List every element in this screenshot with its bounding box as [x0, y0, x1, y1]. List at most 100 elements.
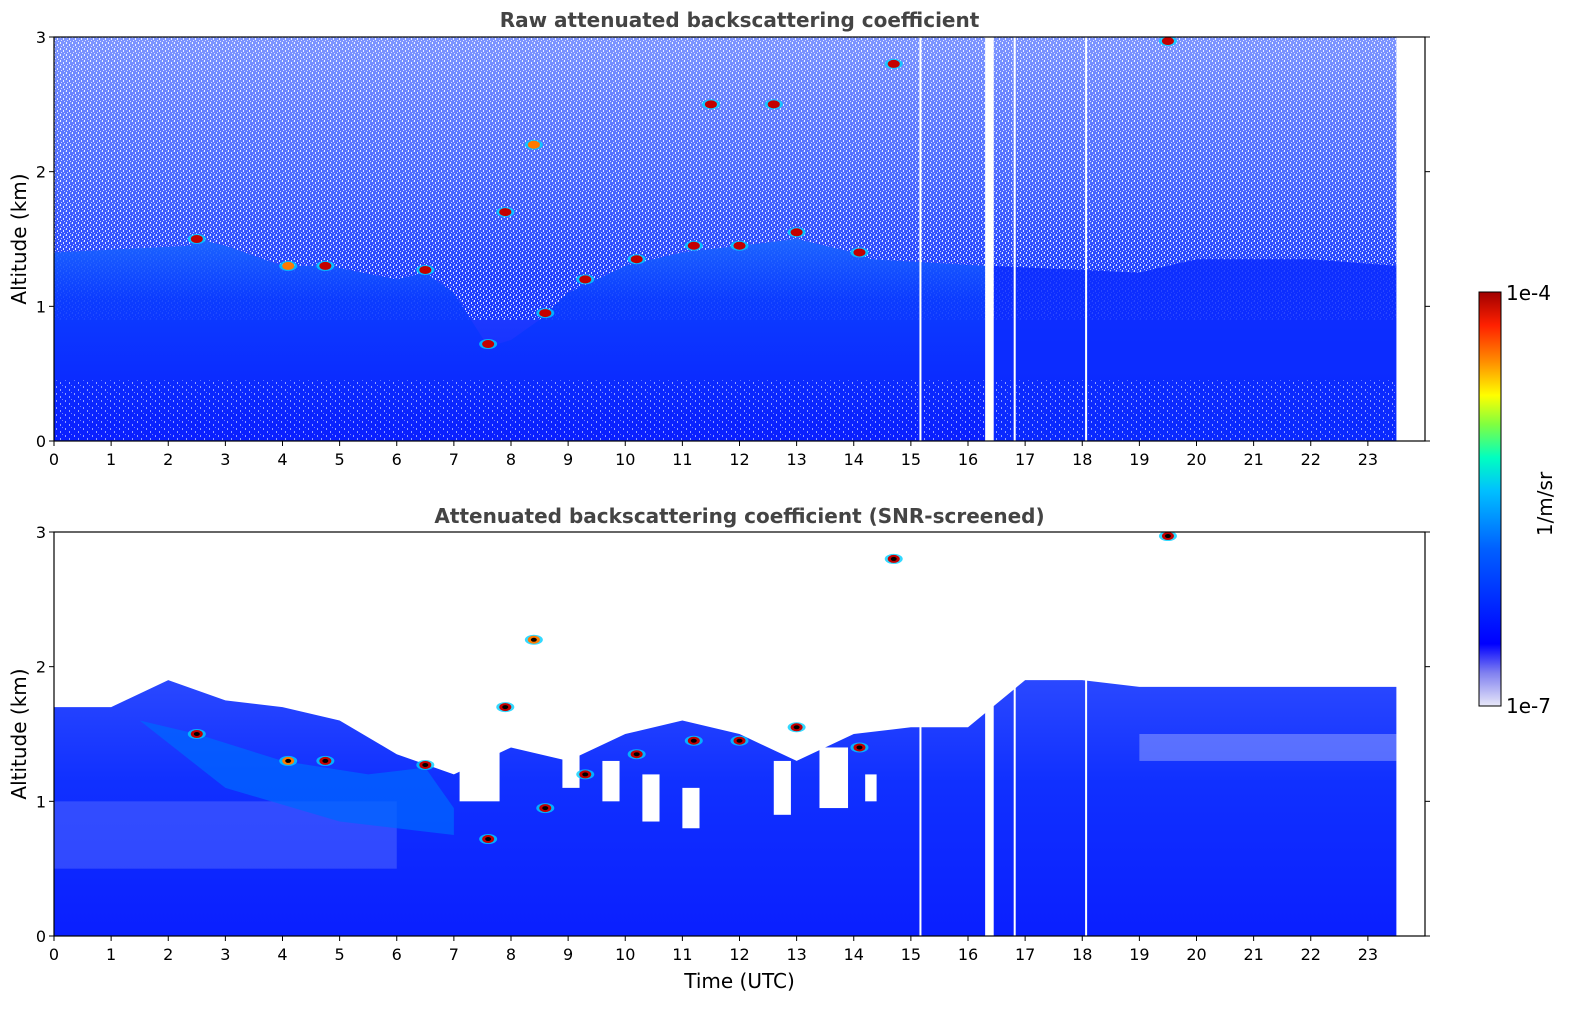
cloud-patch	[319, 261, 332, 270]
x-tick-label: 16	[958, 450, 978, 469]
screened-gap	[562, 747, 580, 788]
screened-gap	[459, 720, 500, 802]
x-tick-label: 9	[563, 945, 573, 964]
y-tick-label: 1	[36, 297, 46, 316]
data-gap	[1085, 532, 1088, 936]
x-tick-label: 4	[277, 450, 287, 469]
data-gap	[1013, 37, 1016, 441]
x-tick-label: 20	[1186, 945, 1206, 964]
cloud-patch	[704, 100, 717, 109]
x-tick-label: 2	[163, 450, 173, 469]
x-tick-label: 17	[1015, 450, 1035, 469]
screened-gap	[865, 774, 877, 802]
x-tick-label: 21	[1243, 945, 1263, 964]
x-tick-label: 16	[958, 945, 978, 964]
x-tick-label: 18	[1072, 945, 1092, 964]
x-tick-label: 8	[506, 945, 516, 964]
x-tick-label: 11	[672, 945, 692, 964]
cloud-patch	[630, 255, 643, 264]
x-tick-label: 19	[1129, 450, 1149, 469]
x-tick-label: 13	[786, 450, 806, 469]
x-tick-label: 3	[220, 945, 230, 964]
y-axis: 0 1 2 3	[36, 28, 1430, 451]
cloud-patch	[887, 59, 900, 68]
data-gap	[919, 532, 922, 936]
data-gap	[1085, 37, 1088, 441]
x-tick-label: 6	[392, 450, 402, 469]
x-tick-label: 23	[1358, 945, 1378, 964]
raw-backscatter-panel: Raw attenuated backscattering coefficien…	[7, 8, 1430, 469]
x-tick-label: 7	[449, 945, 459, 964]
cloud-patch	[853, 248, 866, 257]
x-tick-label: 0	[49, 450, 59, 469]
x-tick-label: 5	[335, 450, 345, 469]
data-gap	[985, 37, 994, 441]
chart-title: Attenuated backscattering coefficient (S…	[434, 504, 1044, 528]
x-tick-label: 23	[1358, 450, 1378, 469]
x-tick-label: 1	[106, 945, 116, 964]
no-data-region	[1396, 532, 1425, 936]
cloud-core	[736, 738, 743, 743]
chart-title: Raw attenuated backscattering coefficien…	[500, 8, 980, 32]
screened-gap	[819, 747, 849, 809]
x-tick-label: 13	[786, 945, 806, 964]
cloud-core	[633, 752, 640, 757]
data-gap	[985, 532, 994, 936]
x-axis: 0 1 2 3 4 5 6 7 8 9 10 11 12 13 14 15 16 17 18 19 20 21 22 23	[49, 936, 1378, 964]
aerosol-layer	[1139, 734, 1397, 761]
x-tick-label: 6	[392, 945, 402, 964]
x-tick-label: 3	[220, 450, 230, 469]
x-tick-label: 21	[1243, 450, 1263, 469]
cloud-patch	[482, 340, 495, 349]
cloud-core	[530, 637, 537, 642]
cloud-core	[422, 762, 429, 767]
screened-gap	[642, 774, 660, 822]
screened-backscatter-panel: Attenuated backscattering coefficient (S…	[7, 504, 1430, 993]
cloud-patch	[790, 228, 803, 237]
y-tick-label: 1	[36, 792, 46, 811]
cloud-patch	[767, 100, 780, 109]
cloud-patch	[1161, 37, 1174, 46]
colorbar-max-label: 1e-4	[1506, 281, 1551, 305]
x-tick-label: 22	[1301, 450, 1321, 469]
cloud-patch	[579, 275, 592, 284]
x-tick-label: 2	[163, 945, 173, 964]
y-axis-label: Altitude (km)	[7, 668, 31, 799]
x-tick-label: 12	[729, 945, 749, 964]
x-tick-label: 20	[1186, 450, 1206, 469]
x-tick-label: 15	[901, 945, 921, 964]
cloud-core	[285, 758, 292, 763]
x-tick-label: 19	[1129, 945, 1149, 964]
x-tick-label: 18	[1072, 450, 1092, 469]
cloud-patch	[282, 261, 295, 270]
colorbar-gradient	[1478, 291, 1502, 707]
cloud-patch	[419, 265, 432, 274]
x-axis-label: Time (UTC)	[683, 969, 795, 993]
cloud-core	[485, 837, 492, 842]
heatmap-screened	[54, 532, 1425, 936]
data-gap	[1013, 532, 1016, 936]
cloud-patch	[190, 235, 203, 243]
cloud-patch	[539, 309, 552, 318]
cloud-patch	[733, 241, 746, 250]
cloud-core	[890, 556, 897, 561]
screened-gap	[682, 787, 700, 829]
x-tick-label: 7	[449, 450, 459, 469]
no-data-region	[1396, 37, 1425, 441]
colorbar-min-label: 1e-7	[1506, 694, 1551, 718]
y-axis: 0 1 2 3	[36, 523, 1430, 946]
valid-signal-region	[54, 680, 1397, 936]
x-tick-label: 12	[729, 450, 749, 469]
x-tick-label: 10	[615, 945, 635, 964]
colorbar: 1e-4 1e-7 1/m/sr	[1478, 281, 1557, 718]
y-tick-label: 2	[36, 658, 46, 677]
cloud-core	[322, 758, 329, 763]
cloud-core	[542, 806, 549, 811]
cloud-patch	[499, 208, 512, 217]
x-tick-label: 5	[335, 945, 345, 964]
cloud-patch	[687, 241, 700, 250]
colorbar-unit-label: 1/m/sr	[1533, 471, 1557, 536]
screened-gap	[602, 760, 620, 802]
screened-gap	[773, 760, 791, 815]
x-tick-label: 14	[844, 450, 864, 469]
